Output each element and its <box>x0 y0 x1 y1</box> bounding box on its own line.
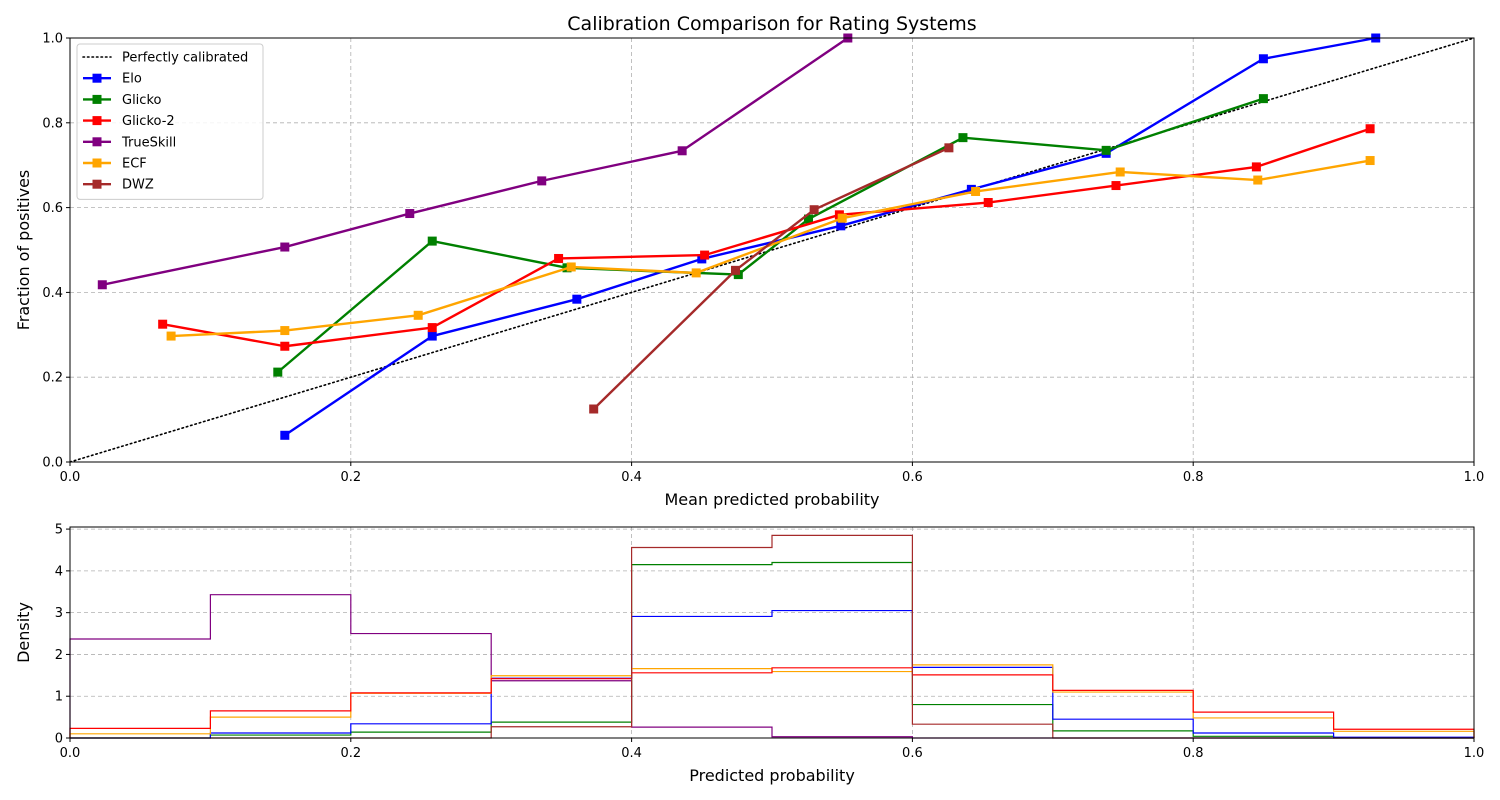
calibration-frame <box>69 37 1475 463</box>
histogram-step-elo <box>70 609 1475 739</box>
calibration-x-tick-label: 1.0 <box>1464 470 1485 485</box>
density-y-tick-label: 5 <box>55 523 63 538</box>
data-point-elo <box>1258 54 1268 64</box>
density-y-axis-label: Density <box>14 602 33 663</box>
data-point-glicko-2 <box>158 319 168 329</box>
data-point-elo <box>836 221 846 231</box>
density-y-tick-label: 3 <box>55 606 63 621</box>
density-y-tick-label: 1 <box>55 690 63 705</box>
data-point-dwz <box>809 205 819 215</box>
calibration-x-tick-label: 0.4 <box>621 470 642 485</box>
calibration-y-tick-label: 0.8 <box>42 116 63 131</box>
data-point-ecf <box>413 310 423 320</box>
calibration-y-tick-label: 0.4 <box>42 286 63 301</box>
data-point-glicko-2 <box>983 198 993 208</box>
legend-marker-glicko-2 <box>92 116 102 126</box>
data-point-trueskill <box>677 146 687 156</box>
data-point-trueskill <box>280 242 290 252</box>
legend-marker-elo <box>92 73 102 83</box>
legend-box <box>76 43 264 200</box>
calibration-y-tick-label: 0.0 <box>42 456 63 471</box>
data-point-ecf <box>971 186 981 196</box>
density-histogram-chart: 0.0 0.2 0.4 0.6 0.8 1.0 0 1 2 3 4 5 Predicted probab… <box>14 523 1484 785</box>
calibration-x-axis-label: Mean predicted probability <box>664 490 879 509</box>
legend-marker-ecf <box>92 158 102 168</box>
calibration-x-tick-label: 0.0 <box>60 470 81 485</box>
legend-label-elo: Elo <box>122 72 142 87</box>
legend-label-trueskill: TrueSkill <box>121 135 176 150</box>
data-point-glicko-2 <box>1365 124 1375 134</box>
density-x-tick-label: 0.8 <box>1183 746 1204 761</box>
legend-label-glicko: Glicko <box>122 93 162 108</box>
histogram-step-dwz <box>70 534 1474 739</box>
data-point-glicko-2 <box>1251 162 1261 172</box>
density-x-tick-label: 0.4 <box>621 746 642 761</box>
data-point-ecf <box>166 331 176 341</box>
data-point-trueskill <box>97 280 107 290</box>
legend-marker-trueskill <box>92 137 102 147</box>
calibration-y-tick-label: 0.2 <box>42 371 63 386</box>
density-x-tick-label: 0.2 <box>340 746 361 761</box>
data-point-glicko <box>1258 94 1268 104</box>
calibration-y-tick-label: 0.6 <box>42 201 63 216</box>
legend-marker-dwz <box>92 179 102 189</box>
density-y-tick-label: 4 <box>55 564 63 579</box>
data-point-ecf <box>1115 167 1125 177</box>
series-line-glicko <box>277 97 1264 374</box>
data-point-elo <box>280 430 290 440</box>
data-point-glicko <box>804 214 814 224</box>
data-point-ecf <box>566 262 576 272</box>
calibration-y-tick-label: 1.0 <box>42 32 63 47</box>
data-point-ecf <box>1365 156 1375 166</box>
density-x-tick-label: 0.6 <box>902 746 923 761</box>
data-point-ecf <box>280 326 290 336</box>
series-line-elo <box>284 36 1376 437</box>
density-frame <box>69 526 1475 739</box>
calibration-x-tick-label: 0.6 <box>902 470 923 485</box>
density-x-tick-label: 0.0 <box>60 746 81 761</box>
legend-label-dwz: DWZ <box>122 178 154 193</box>
data-point-ecf <box>837 213 847 223</box>
calibration-x-tick-label: 0.2 <box>340 470 361 485</box>
legend-label-glicko-2: Glicko-2 <box>122 114 175 129</box>
data-point-elo <box>572 294 582 304</box>
data-point-glicko <box>273 367 283 377</box>
series-line-dwz <box>592 146 950 410</box>
data-point-glicko-2 <box>1111 181 1121 191</box>
data-point-glicko-2 <box>700 250 710 260</box>
data-point-glicko-2 <box>280 341 290 351</box>
data-point-ecf <box>1253 175 1263 185</box>
calibration-chart: Calibration Comparison for Rating System… <box>14 13 1484 509</box>
legend-label-perfectly-calibrated: Perfectly calibrated <box>122 51 248 66</box>
calibration-y-axis-label: Fraction of positives <box>14 170 33 331</box>
series-line-trueskill <box>102 37 849 286</box>
calibration-x-tick-label: 0.8 <box>1183 470 1204 485</box>
data-point-glicko <box>1101 145 1111 155</box>
data-point-elo <box>427 331 437 341</box>
series-line-glicko-2 <box>162 127 1371 348</box>
data-point-trueskill <box>537 176 547 186</box>
data-point-glicko <box>958 133 968 143</box>
legend-label-ecf: ECF <box>122 157 147 172</box>
data-point-glicko <box>427 236 437 246</box>
density-x-tick-label: 1.0 <box>1464 746 1485 761</box>
data-point-glicko-2 <box>554 253 564 263</box>
legend-marker-glicko <box>92 94 102 104</box>
data-point-trueskill <box>405 209 415 219</box>
data-point-dwz <box>944 143 954 153</box>
perfectly-calibrated-line <box>69 37 1475 463</box>
density-y-tick-label: 0 <box>55 732 63 747</box>
data-point-glicko-2 <box>427 323 437 333</box>
data-point-dwz <box>589 404 599 414</box>
data-point-dwz <box>730 265 740 275</box>
density-x-axis-label: Predicted probability <box>689 766 855 785</box>
histogram-step-glicko <box>70 561 1474 739</box>
histogram-step-glicko-2 <box>69 667 1475 738</box>
data-point-ecf <box>691 268 701 278</box>
chart-title: Calibration Comparison for Rating System… <box>567 13 976 35</box>
legend: Perfectly calibrated Elo Glicko Glicko-2 Tru… <box>76 43 264 200</box>
density-y-tick-label: 2 <box>55 648 63 663</box>
